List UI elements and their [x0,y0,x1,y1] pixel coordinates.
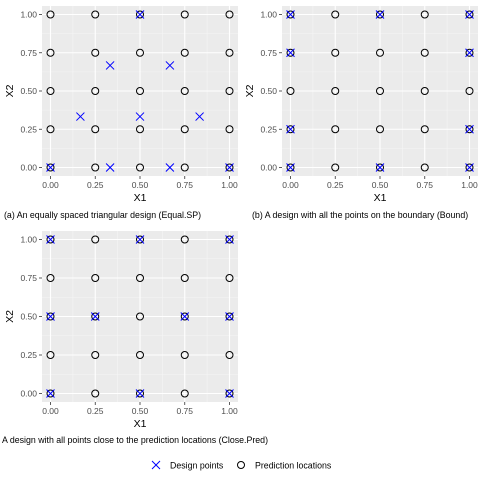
legend-prediction-label: Prediction locations [255,461,332,471]
x-tick-label: 0.75 [416,180,433,190]
y-axis-title: X2 [244,84,256,97]
x-tick-label: 0.25 [87,406,104,416]
y-tick-label: 0.50 [20,86,37,96]
panel-caption-group: A design with all points close to the pr… [2,435,268,445]
y-tick-label: 0.00 [260,163,277,173]
x-tick-label: 0.25 [327,180,344,190]
panel-caption: A design with all points close to the pr… [2,435,268,445]
legend-design-key [152,461,160,469]
x-tick-label: 0.25 [87,180,104,190]
y-tick-label: 0.25 [260,124,277,134]
panel-caption-group: (a) An equally spaced triangular design … [4,210,201,220]
panels: 0.00 0.25 0.50 0.75 1.00 0.00 0.25 0.50 0.75 1.00… [2,6,478,445]
x-tick-label: 0.50 [132,406,149,416]
panel-caption-group: (b) A design with all the points on the … [252,210,468,220]
x-tick-label: 1.00 [461,180,478,190]
legend: Design points Prediction locations [152,461,332,471]
y-axis-title: X2 [4,310,16,323]
legend-prediction-key [238,462,245,469]
y-tick-label: 1.00 [20,235,37,245]
x-axis-title: X1 [134,418,147,430]
x-axis-title: X1 [134,192,147,204]
x-tick-label: 0.00 [42,180,59,190]
y-tick-label: 0.75 [260,48,277,58]
x-tick-label: 0.75 [176,180,193,190]
y-tick-label: 0.00 [20,389,37,399]
y-tick-label: 0.50 [260,86,277,96]
y-tick-label: 0.25 [20,350,37,360]
scatter-panel-3: 0.00 0.25 0.50 0.75 1.00 0.00 0.25 0.50 0.75 1.00… [2,231,268,445]
x-tick-label: 0.50 [372,180,389,190]
x-tick-label: 1.00 [221,406,238,416]
x-tick-label: 1.00 [221,180,238,190]
x-axis-title: X1 [374,192,387,204]
y-tick-label: 1.00 [260,10,277,20]
x-tick-label: 0.00 [42,406,59,416]
y-tick-label: 0.75 [20,48,37,58]
x-tick-label: 0.50 [132,180,149,190]
legend-design-label: Design points [170,461,224,471]
y-tick-label: 0.25 [20,124,37,134]
y-axis-title: X2 [4,84,16,97]
x-tick-label: 0.00 [282,180,299,190]
panel-caption: (a) An equally spaced triangular design … [4,210,201,220]
y-tick-label: 1.00 [20,10,37,20]
panel-caption: (b) A design with all the points on the … [252,210,468,220]
scatter-panel-1: 0.00 0.25 0.50 0.75 1.00 0.00 0.25 0.50 0.75 1.00… [4,6,238,220]
y-tick-label: 0.00 [20,163,37,173]
y-tick-label: 0.50 [20,312,37,322]
y-tick-label: 0.75 [20,273,37,283]
x-tick-label: 0.75 [176,406,193,416]
scatter-panel-2: 0.00 0.25 0.50 0.75 1.00 0.00 0.25 0.50 0.75 1.00… [244,6,478,220]
